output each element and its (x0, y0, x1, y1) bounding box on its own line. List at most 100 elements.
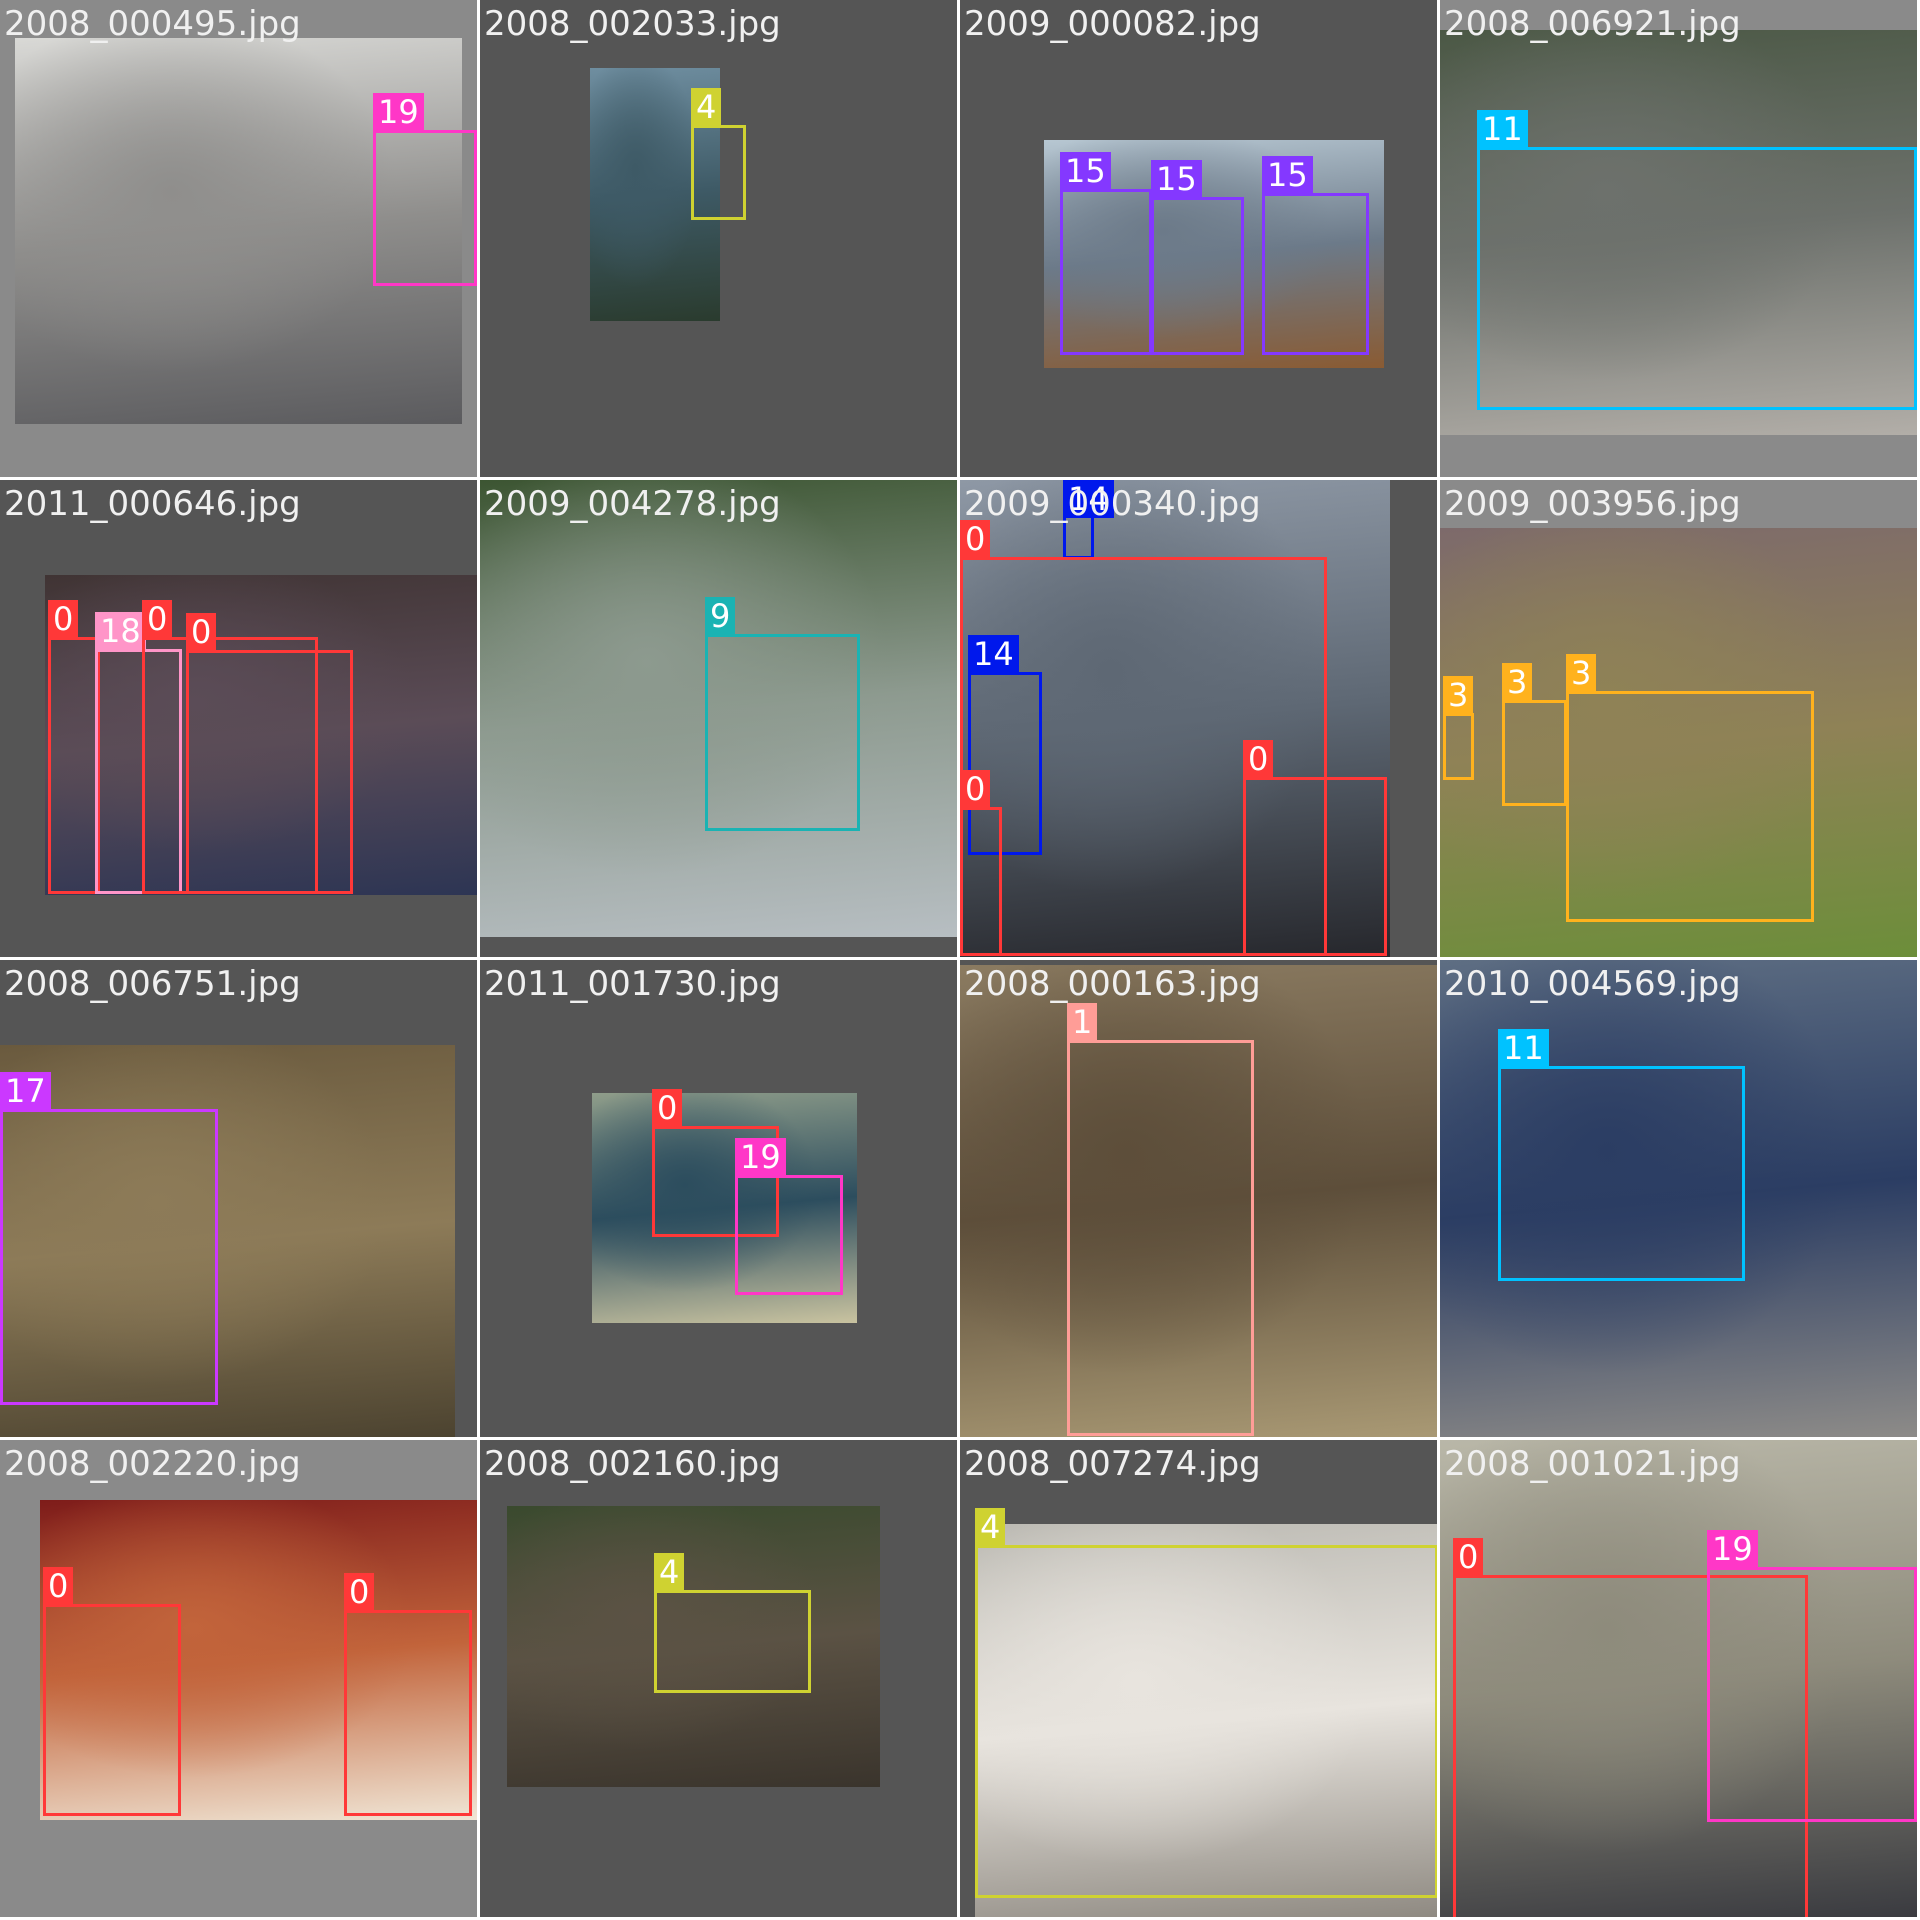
bounding-box: 18 (95, 612, 182, 894)
class-label-tag: 18 (95, 612, 146, 650)
photo (975, 1524, 1437, 1917)
mosaic-tile: 2011_000646.jpg 0 18 0 0 (0, 480, 477, 957)
bounding-box: 0 (1243, 740, 1387, 956)
class-label-tag: 1 (1067, 1003, 1098, 1041)
class-label-tag: 19 (373, 93, 424, 131)
class-label-tag: 3 (1443, 676, 1474, 714)
bounding-box: 14 (1063, 480, 1114, 559)
bounding-box: 19 (373, 93, 477, 286)
mosaic-tile: 2008_002033.jpg 4 (480, 0, 957, 477)
bounding-box: 17 (0, 1072, 218, 1405)
filename-label: 2009_000082.jpg (964, 4, 1261, 44)
class-label-tag: 14 (968, 635, 1019, 673)
filename-label: 2008_002160.jpg (484, 1444, 781, 1484)
class-label-tag: 9 (705, 597, 736, 635)
bounding-box: 19 (735, 1138, 843, 1295)
bounding-box: 0 (1453, 1538, 1808, 1917)
bounding-box: 11 (1498, 1029, 1745, 1281)
class-label-tag: 0 (43, 1567, 74, 1605)
bounding-box: 15 (1151, 160, 1244, 355)
filename-label: 2008_006751.jpg (4, 964, 301, 1004)
photo (592, 1093, 857, 1323)
class-label-tag: 14 (1063, 480, 1114, 518)
filename-label: 2009_003956.jpg (1444, 484, 1741, 524)
mosaic-tile: 2010_004569.jpg 11 (1440, 960, 1917, 1437)
mosaic-tile: 2008_000495.jpg 19 (0, 0, 477, 477)
bounding-box: 4 (975, 1508, 1437, 1898)
mosaic-tile: 2009_000340.jpg 14 0 14 0 0 (960, 480, 1437, 957)
filename-label: 2008_000495.jpg (4, 4, 301, 44)
class-label-tag: 0 (960, 520, 991, 558)
mosaic-tile: 2008_002160.jpg 4 (480, 1440, 957, 1917)
bounding-box: 3 (1502, 663, 1567, 806)
class-label-tag: 11 (1477, 110, 1528, 148)
bounding-box: 0 (960, 770, 1002, 956)
class-label-tag: 3 (1502, 663, 1533, 701)
bounding-box: 19 (1707, 1530, 1917, 1822)
photo (507, 1506, 880, 1787)
class-label-tag: 0 (960, 770, 991, 808)
class-label-tag: 4 (691, 88, 722, 126)
mosaic-tile: 2009_003956.jpg 3 3 3 (1440, 480, 1917, 957)
mosaic-tile: 2008_006751.jpg 17 (0, 960, 477, 1437)
bounding-box: 0 (652, 1089, 779, 1237)
bounding-box: 3 (1443, 676, 1474, 780)
bounding-box: 0 (48, 600, 100, 894)
filename-label: 2008_001021.jpg (1444, 1444, 1741, 1484)
filename-label: 2011_000646.jpg (4, 484, 301, 524)
mosaic-tile: 2011_001730.jpg 0 19 (480, 960, 957, 1437)
class-label-tag: 19 (735, 1138, 786, 1176)
photo (480, 480, 957, 937)
photo (40, 1500, 477, 1820)
class-label-tag: 0 (344, 1573, 375, 1611)
class-label-tag: 19 (1707, 1530, 1758, 1568)
bounding-box: 0 (43, 1567, 181, 1816)
bounding-box: 11 (1477, 110, 1917, 410)
class-label-tag: 11 (1498, 1029, 1549, 1067)
class-label-tag: 15 (1060, 152, 1111, 190)
photo (960, 965, 1437, 1437)
photo (1440, 528, 1917, 957)
mosaic-tile: 2009_000082.jpg 15 15 15 (960, 0, 1437, 477)
mosaic-tile: 2008_007274.jpg 4 (960, 1440, 1437, 1917)
mosaic-tile: 2008_001021.jpg 0 19 (1440, 1440, 1917, 1917)
class-label-tag: 0 (48, 600, 79, 638)
filename-label: 2011_001730.jpg (484, 964, 781, 1004)
photo (1440, 1440, 1917, 1917)
bounding-box: 15 (1262, 156, 1369, 355)
class-label-tag: 15 (1151, 160, 1202, 198)
bounding-box: 4 (654, 1553, 811, 1693)
bounding-box: 4 (691, 88, 746, 220)
bounding-box: 9 (705, 597, 860, 831)
class-label-tag: 0 (1243, 740, 1274, 778)
bounding-box: 0 (960, 520, 1327, 956)
bounding-box: 15 (1060, 152, 1152, 355)
bounding-box: 0 (186, 613, 353, 894)
bounding-box: 3 (1566, 654, 1814, 922)
class-label-tag: 15 (1262, 156, 1313, 194)
bounding-box: 0 (344, 1573, 472, 1816)
photo (1440, 30, 1917, 435)
class-label-tag: 0 (1453, 1538, 1484, 1576)
filename-label: 2008_000163.jpg (964, 964, 1261, 1004)
filename-label: 2008_006921.jpg (1444, 4, 1741, 44)
mosaic-tile: 2009_004278.jpg 9 (480, 480, 957, 957)
mosaic-tile: 2008_006921.jpg 11 (1440, 0, 1917, 477)
class-label-tag: 0 (652, 1089, 683, 1127)
mosaic-tile: 2008_000163.jpg 1 (960, 960, 1437, 1437)
class-label-tag: 4 (975, 1508, 1006, 1546)
class-label-tag: 0 (186, 613, 217, 651)
class-label-tag: 0 (142, 600, 173, 638)
class-label-tag: 3 (1566, 654, 1597, 692)
class-label-tag: 17 (0, 1072, 51, 1110)
filename-label: 2009_000340.jpg (964, 484, 1261, 524)
filename-label: 2008_002033.jpg (484, 4, 781, 44)
filename-label: 2009_004278.jpg (484, 484, 781, 524)
bounding-box: 1 (1067, 1003, 1254, 1436)
bounding-box: 14 (968, 635, 1042, 855)
filename-label: 2010_004569.jpg (1444, 964, 1741, 1004)
filename-label: 2008_002220.jpg (4, 1444, 301, 1484)
filename-label: 2008_007274.jpg (964, 1444, 1261, 1484)
class-label-tag: 4 (654, 1553, 685, 1591)
